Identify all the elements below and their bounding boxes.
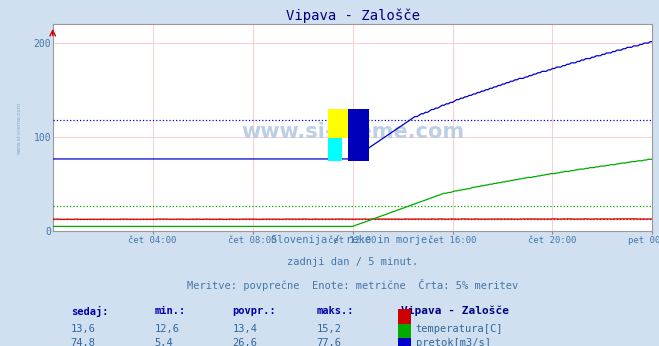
Text: www.si-vreme.com: www.si-vreme.com xyxy=(241,122,464,142)
Bar xyxy=(349,109,369,161)
Text: povpr.:: povpr.: xyxy=(233,306,276,316)
Bar xyxy=(328,137,342,161)
Text: 15,2: 15,2 xyxy=(316,324,341,334)
Text: zadnji dan / 5 minut.: zadnji dan / 5 minut. xyxy=(287,257,418,267)
Text: 74,8: 74,8 xyxy=(71,338,96,346)
Text: 13,6: 13,6 xyxy=(71,324,96,334)
Text: Slovenija / reke in morje.: Slovenija / reke in morje. xyxy=(272,235,434,245)
Text: min.:: min.: xyxy=(155,306,186,316)
Text: 13,4: 13,4 xyxy=(233,324,258,334)
Bar xyxy=(397,338,411,346)
Text: maks.:: maks.: xyxy=(316,306,354,316)
Text: www.si-vreme.com: www.si-vreme.com xyxy=(17,102,22,154)
Bar xyxy=(397,309,411,325)
Text: sedaj:: sedaj: xyxy=(71,306,108,317)
Text: temperatura[C]: temperatura[C] xyxy=(416,324,503,334)
Text: Meritve: povprečne  Enote: metrične  Črta: 5% meritev: Meritve: povprečne Enote: metrične Črta:… xyxy=(187,279,518,291)
Text: 5,4: 5,4 xyxy=(155,338,173,346)
Bar xyxy=(397,324,411,339)
Text: 12,6: 12,6 xyxy=(155,324,180,334)
Title: Vipava - Zalošče: Vipava - Zalošče xyxy=(285,9,420,23)
Bar xyxy=(328,109,349,137)
Text: Vipava - Zalošče: Vipava - Zalošče xyxy=(401,306,509,316)
Text: 77,6: 77,6 xyxy=(316,338,341,346)
Text: pretok[m3/s]: pretok[m3/s] xyxy=(416,338,490,346)
Text: 26,6: 26,6 xyxy=(233,338,258,346)
